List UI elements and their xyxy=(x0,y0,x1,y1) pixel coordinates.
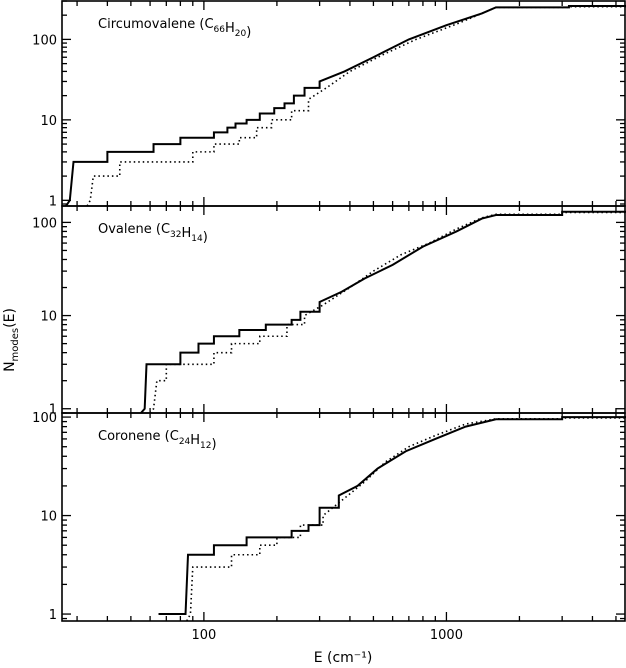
panel-label-text: Circumovalene (C xyxy=(98,17,214,32)
panel-frame xyxy=(61,412,626,622)
panel-label-subscript: 20 xyxy=(235,29,247,39)
panel-label: Circumovalene (C66H20) xyxy=(98,17,251,40)
y-tick-label: 10 xyxy=(40,114,57,129)
panel-label: Ovalene (C32H14) xyxy=(98,222,208,245)
svg-text:Nmodes(E): Nmodes(E) xyxy=(2,308,21,372)
y-axis-label-tail: (E) xyxy=(2,308,18,328)
panel-3: 1 10 100 Coronene (C24H12) xyxy=(32,411,626,623)
panel-2: 1 10 100 Ovalene (C32H14) xyxy=(32,205,626,418)
series-solid xyxy=(158,416,626,616)
series-dotted xyxy=(86,5,626,206)
y-tick-label: 1 xyxy=(49,403,57,418)
panel-label-text: ) xyxy=(212,437,217,452)
panel-label-subscript: 14 xyxy=(191,234,203,244)
series-dotted xyxy=(149,211,626,413)
panel-label-text: Coronene (C xyxy=(98,429,179,444)
panel-label-text: ) xyxy=(203,230,208,245)
panel-label-subscript: 32 xyxy=(170,230,181,240)
panel-label-text: H xyxy=(225,21,235,36)
y-tick-label: 10 xyxy=(40,510,57,525)
panel-label-text: H xyxy=(181,226,191,241)
y-tick-label: 10 xyxy=(40,310,57,325)
x-tick-label: 1000 xyxy=(430,628,463,643)
y-tick-label: 100 xyxy=(32,33,57,48)
y-axis-label: Nmodes(E) xyxy=(2,308,21,372)
panel-label-text: Ovalene (C xyxy=(98,222,170,237)
panel-label-text: H xyxy=(190,433,200,448)
x-tick-label: 100 xyxy=(191,628,216,643)
series-solid xyxy=(140,210,626,413)
y-tick-label: 1 xyxy=(49,608,57,623)
y-axis-label-main: N xyxy=(2,361,18,371)
y-tick-label: 100 xyxy=(32,411,57,426)
x-axis-label: E (cm⁻¹) xyxy=(314,650,373,666)
panel-label-subscript: 12 xyxy=(200,441,211,451)
series-solid xyxy=(65,5,626,206)
panel-label: Coronene (C24H12) xyxy=(98,429,217,452)
panel-label-subscript: 24 xyxy=(179,437,191,447)
series-dotted xyxy=(186,417,626,621)
panel-label-subscript: 66 xyxy=(214,25,226,35)
panel-label-text: ) xyxy=(246,25,251,40)
y-axis-label-sub: modes xyxy=(10,328,21,362)
panel-1: 1 10 100 Circumovalene (C66H20) xyxy=(32,0,626,209)
y-tick-label: 1 xyxy=(49,194,57,209)
y-tick-label: 100 xyxy=(32,216,57,231)
